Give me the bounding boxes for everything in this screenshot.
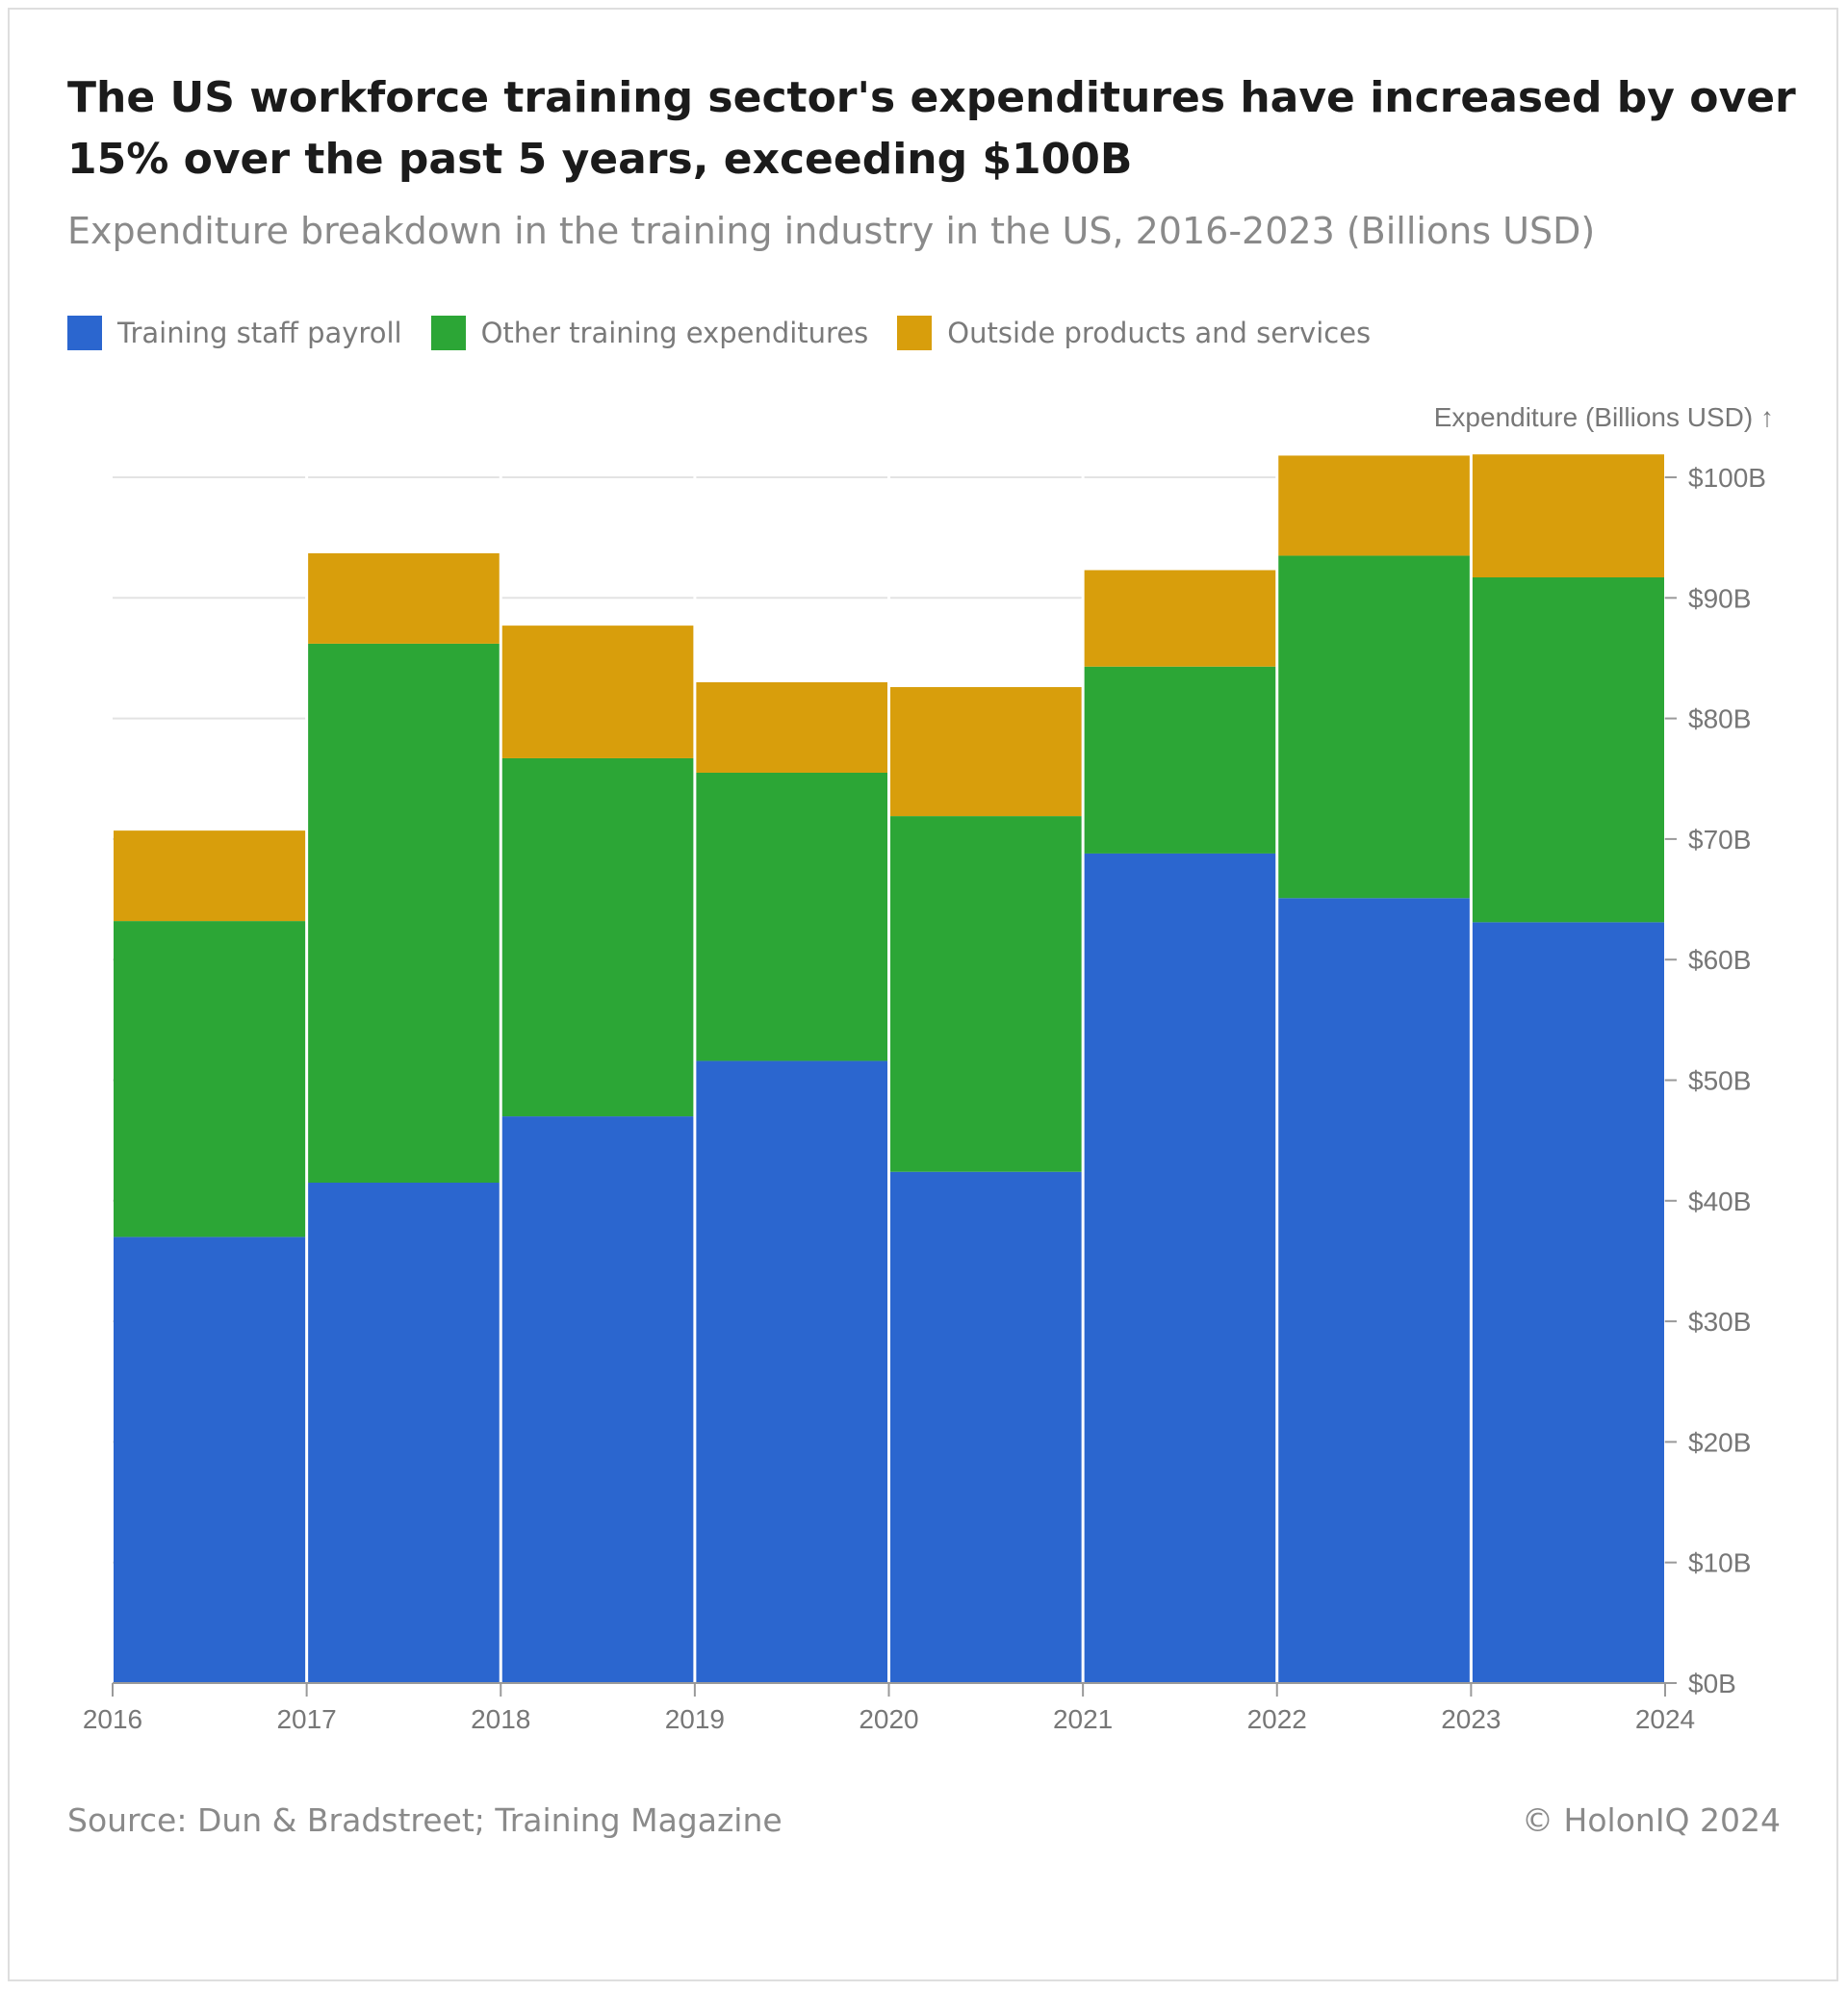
y-tick-label: $40B [1688, 1187, 1751, 1216]
bar-2020-series-1 [889, 816, 1083, 1172]
bar-2016-series-0 [114, 1237, 306, 1683]
bar-2019-series-2 [695, 682, 888, 773]
bars [114, 448, 1664, 1683]
y-tick-label: $70B [1688, 825, 1751, 855]
bar-2022-series-0 [1277, 898, 1471, 1683]
x-tick-label: 2018 [471, 1704, 530, 1734]
bar-2023-series-0 [1472, 922, 1664, 1683]
legend-label-other: Other training expenditures [480, 317, 869, 349]
bar-2017-series-0 [307, 1183, 500, 1683]
x-tick-label: 2017 [276, 1704, 336, 1734]
legend-swatch-payroll [67, 316, 102, 350]
bar-2020-series-0 [889, 1171, 1083, 1683]
bar-2017-series-1 [307, 643, 500, 1184]
x-tick-label: 2024 [1635, 1704, 1695, 1734]
x-tick-label: 2016 [83, 1704, 142, 1734]
bar-2021-series-0 [1084, 853, 1276, 1683]
legend-label-outside: Outside products and services [947, 317, 1372, 349]
chart-title: The US workforce training sector's expen… [67, 73, 1796, 184]
y-tick-label: $30B [1688, 1307, 1751, 1337]
y-tick-label: $0B [1688, 1669, 1736, 1698]
bar-2021-series-2 [1084, 570, 1276, 667]
bar-2020-series-2 [889, 687, 1083, 817]
bar-2018-series-2 [501, 625, 694, 758]
x-tick-label: 2021 [1053, 1704, 1113, 1734]
bar-2019-series-1 [695, 772, 888, 1061]
bar-2019-series-0 [695, 1060, 888, 1683]
bar-2018-series-0 [501, 1116, 694, 1683]
legend-swatch-outside [897, 316, 933, 350]
y-axis-title: Expenditure (Billions USD) ↑ [1434, 402, 1774, 432]
bar-2016-series-1 [114, 921, 306, 1238]
bar-2022-series-2 [1277, 455, 1471, 556]
bar-2016-series-2 [114, 830, 306, 922]
stacked-bar-chart: $0B $10B $20B $30B $40B $50B $60B $70B $80B $90B $… [83, 402, 1774, 1734]
bar-2023-series-2 [1472, 454, 1664, 577]
y-tick-label: $20B [1688, 1427, 1751, 1457]
legend-item-outside: Outside products and services [897, 316, 1371, 350]
copyright-note: © HolonIQ 2024 [1522, 1801, 1781, 1839]
bar-2023-series-1 [1472, 576, 1664, 923]
legend-item-other: Other training expenditures [430, 316, 869, 350]
x-tick-label: 2019 [665, 1704, 725, 1734]
legend-swatch-other [430, 316, 466, 350]
y-tick-label: $10B [1688, 1548, 1751, 1578]
source-note: Source: Dun & Bradstreet; Training Magaz… [67, 1801, 783, 1839]
x-tick-label: 2023 [1441, 1704, 1501, 1734]
bar-2017-series-2 [307, 552, 500, 644]
bar-2022-series-1 [1277, 555, 1471, 899]
x-tick-label: 2020 [859, 1704, 918, 1734]
y-tick-label: $90B [1688, 583, 1751, 613]
axes: $0B $10B $20B $30B $40B $50B $60B $70B $80B $90B $… [83, 463, 1766, 1734]
y-tick-label: $50B [1688, 1066, 1751, 1096]
legend-item-payroll: Training staff payroll [67, 316, 402, 350]
chart-subtitle: Expenditure breakdown in the training in… [67, 210, 1596, 252]
bar-2018-series-1 [501, 757, 694, 1117]
bar-2021-series-1 [1084, 666, 1276, 854]
y-tick-label: $100B [1688, 463, 1766, 493]
y-tick-label: $80B [1688, 704, 1751, 734]
legend: Training staff payroll Other training ex… [67, 316, 1399, 350]
x-tick-label: 2022 [1247, 1704, 1307, 1734]
y-tick-label: $60B [1688, 945, 1751, 975]
legend-label-payroll: Training staff payroll [117, 317, 402, 349]
